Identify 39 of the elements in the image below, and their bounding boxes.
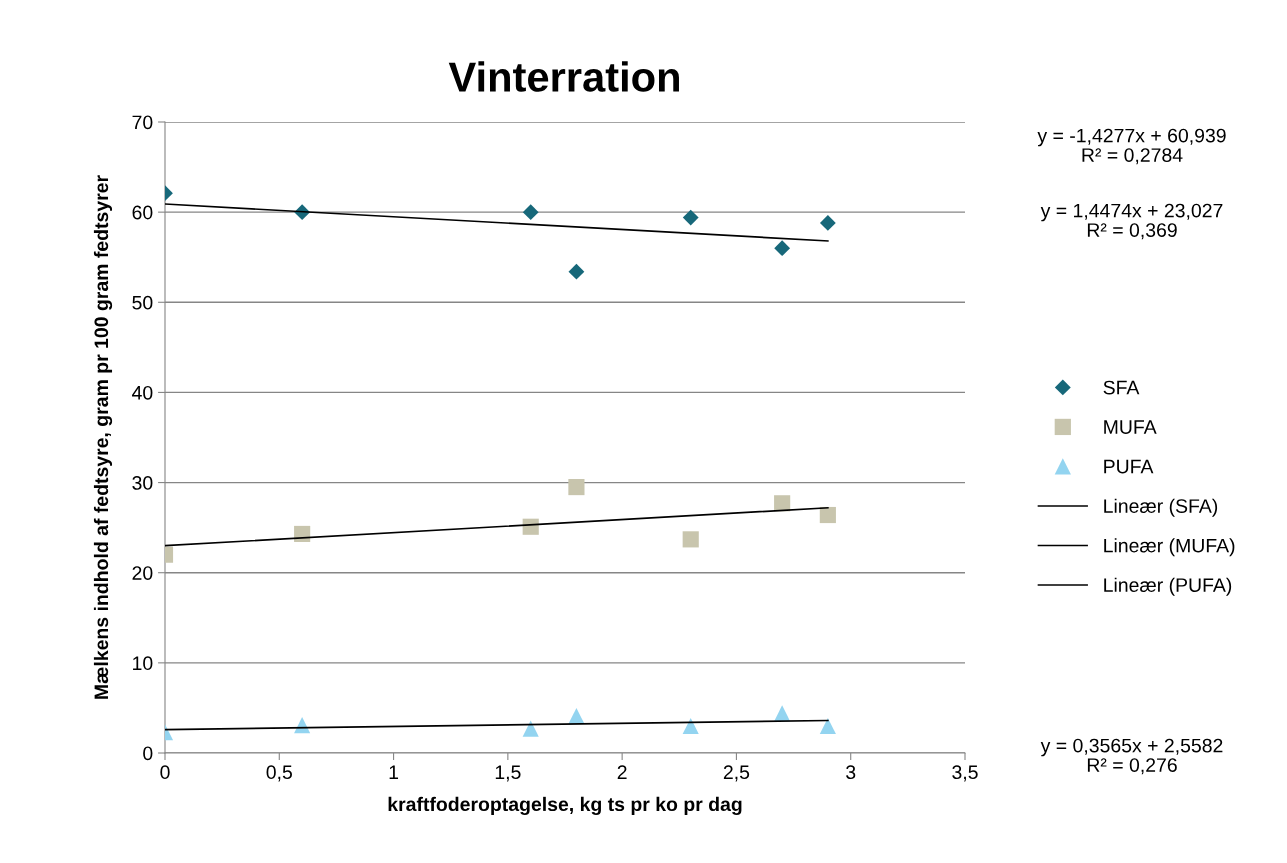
y-tick-label: 50: [132, 295, 153, 310]
y-tick-label: 10: [133, 656, 153, 671]
legend-label: MUFA: [1104, 420, 1157, 434]
point: [819, 506, 836, 524]
y-tick-label: 70: [132, 115, 153, 130]
legend-label: Lineær (MUFA): [1104, 538, 1235, 557]
text: y = -1,4277x + 60,939 R² = 0,2784: [1037, 128, 1226, 165]
x-tick-label: 1: [389, 765, 399, 779]
point: [568, 263, 585, 280]
legend-label: Lineær (SFA): [1104, 498, 1218, 517]
point: [819, 215, 836, 231]
point: [522, 720, 539, 737]
y-tick-label: 20: [132, 566, 153, 580]
text: y = 1,4474x + 23,027 R² = 0,369: [1040, 203, 1223, 240]
x-tick-label: 0: [160, 765, 170, 780]
point: [682, 531, 699, 548]
y-tick-label: 60: [132, 205, 153, 220]
y-tick-label: 0: [143, 746, 153, 761]
chart-title: Vinterration: [448, 61, 679, 92]
x-tick-label: 0,5: [266, 765, 292, 782]
x-tick-label: 1,5: [495, 765, 521, 782]
point: [774, 240, 791, 257]
legend-label: Lineær (PUFA): [1104, 577, 1232, 596]
text: y = 0,3565x + 2,5582 R² = 0,276: [1040, 738, 1223, 775]
y-tick-label: 30: [132, 476, 153, 490]
y-tick-label: 40: [132, 385, 153, 400]
point: [682, 209, 699, 226]
x-tick-label: 2,5: [723, 765, 750, 782]
point: [819, 717, 836, 735]
x-tick-label: 2: [617, 765, 627, 779]
x-tick-label: 3,5: [952, 765, 978, 782]
x-tick-label: 3: [846, 765, 856, 780]
point: [568, 479, 585, 496]
legend-label: SFA: [1103, 380, 1140, 395]
legend-label: PUFA: [1104, 459, 1154, 474]
point: [522, 204, 539, 221]
x-axis-title: kraftfoderoptagelse, kg ts pr ko pr dag: [388, 796, 742, 816]
point: [682, 717, 699, 735]
y-axis-title: Mælkens indhold af fedtsyre, gram pr 100 gram fedtsyrer: [93, 175, 113, 699]
